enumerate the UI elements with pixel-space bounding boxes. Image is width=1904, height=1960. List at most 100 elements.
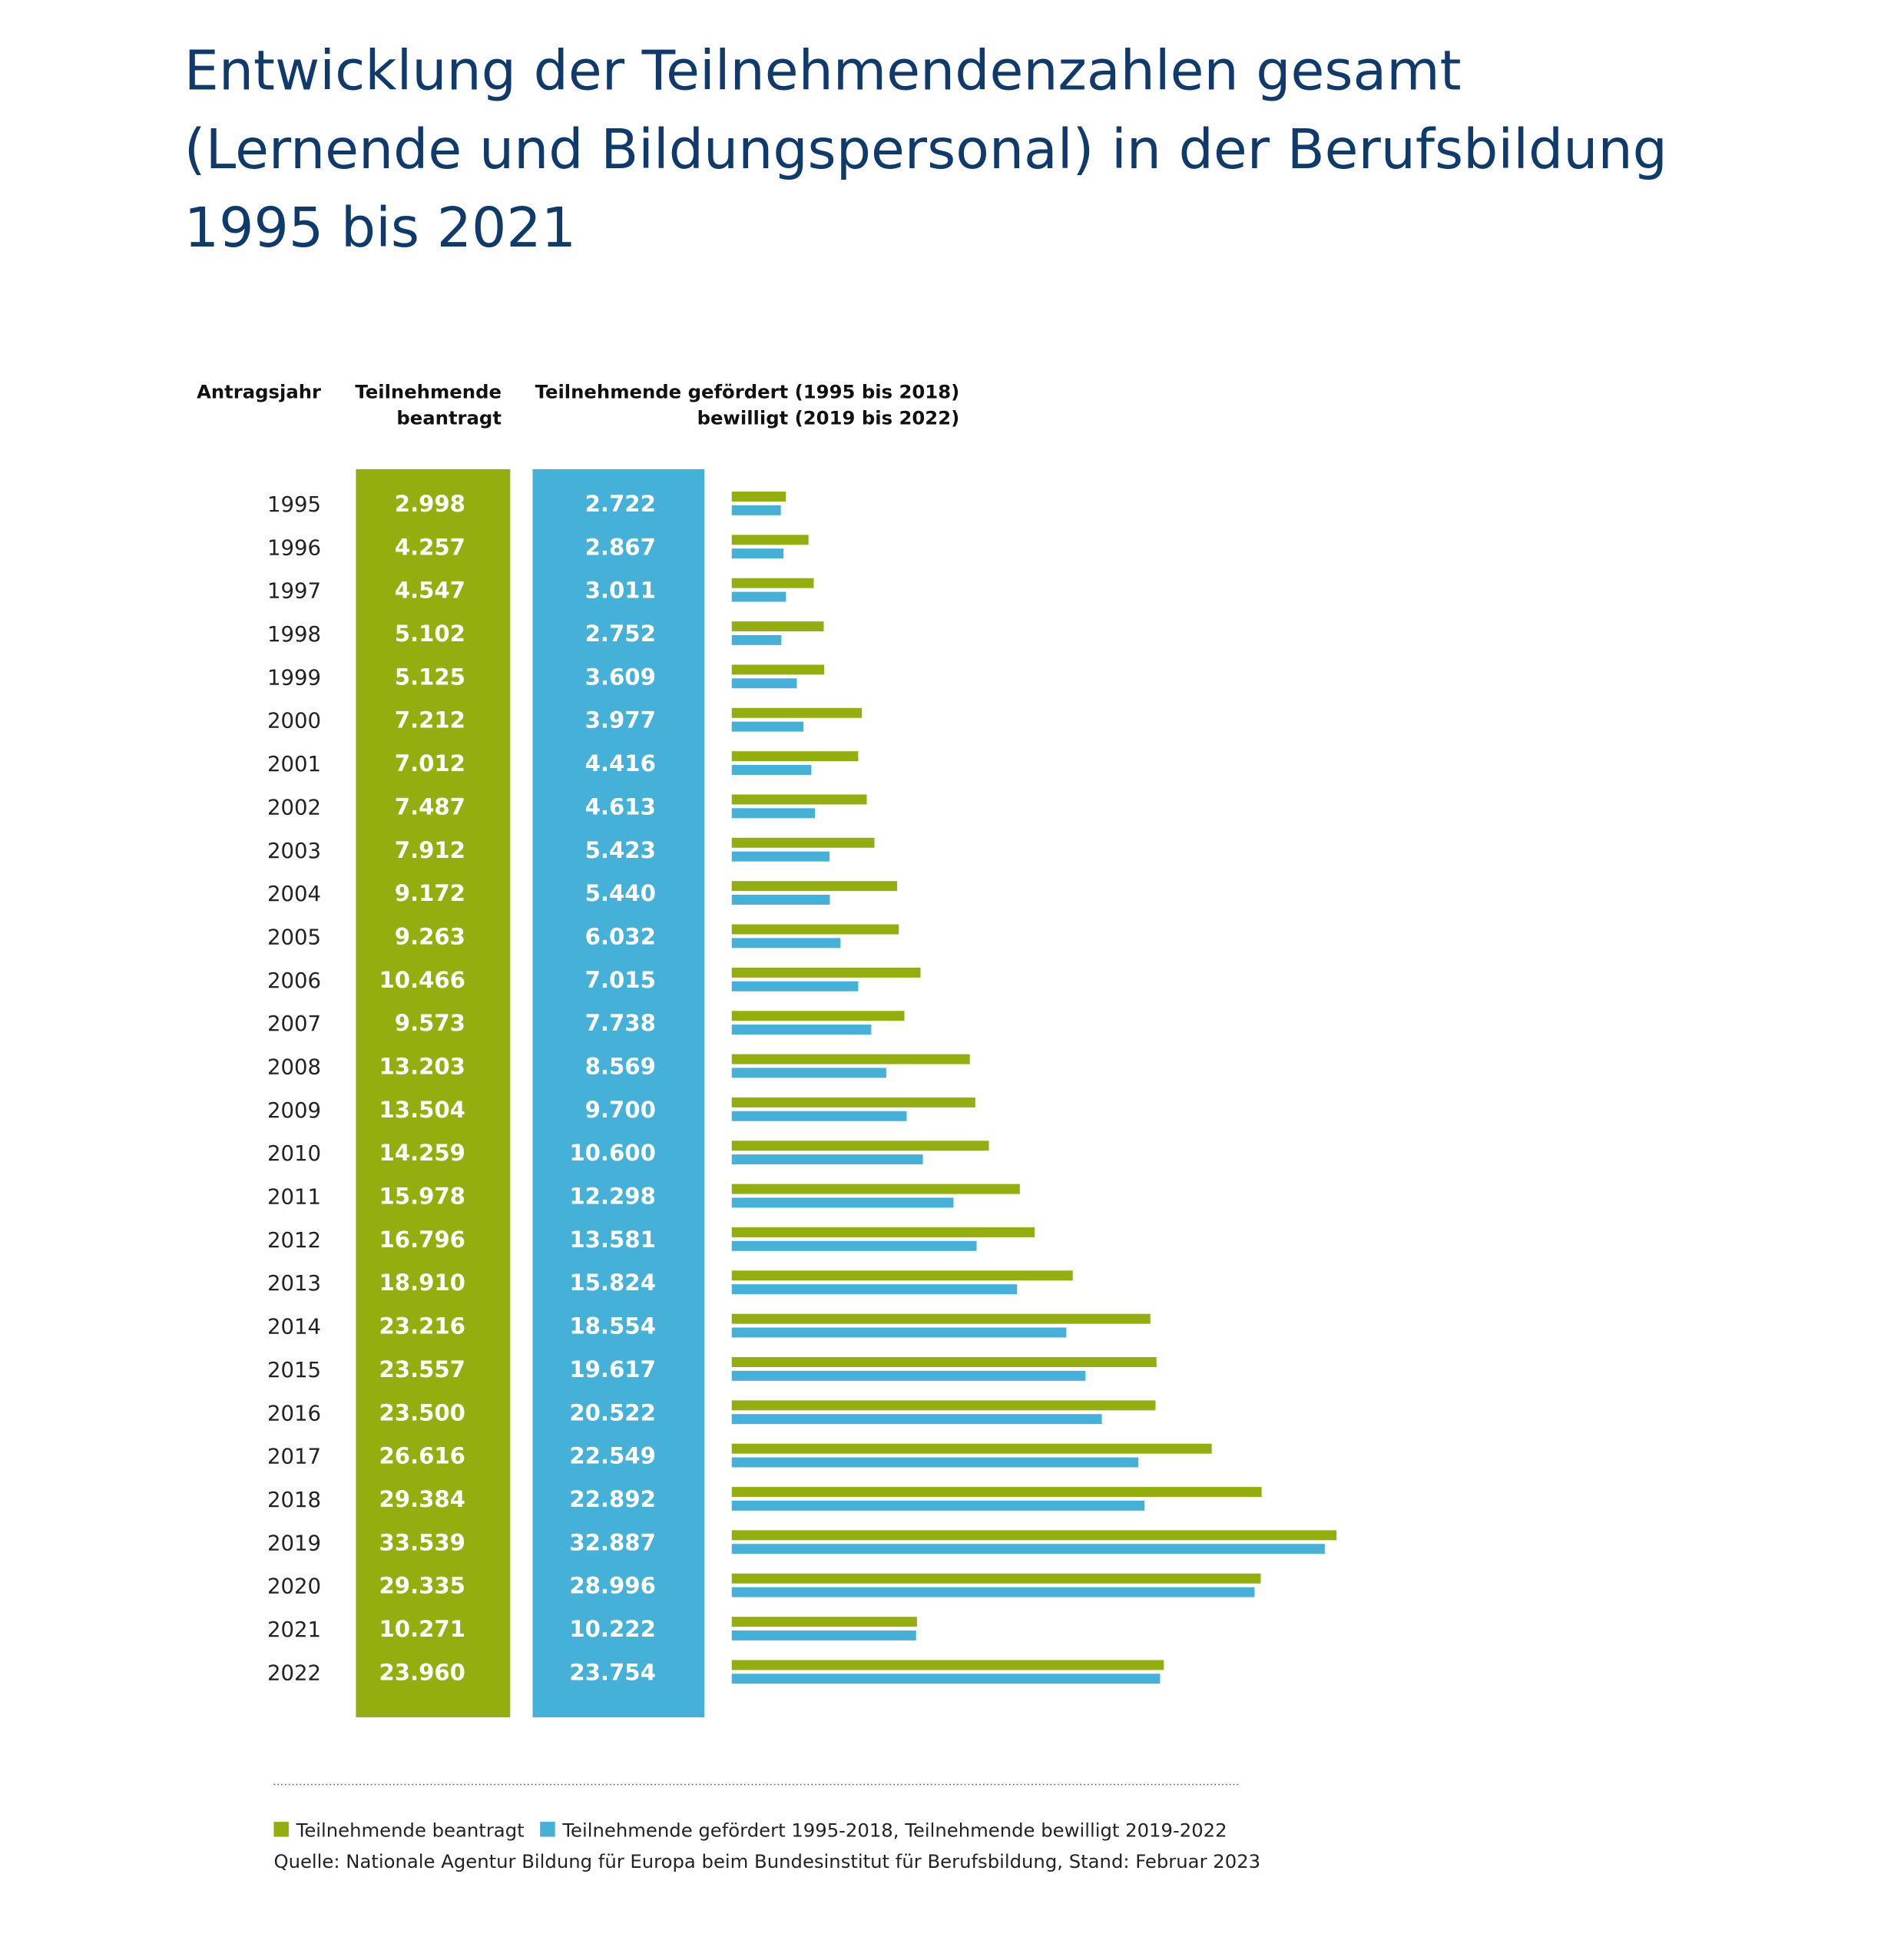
year-label: 2021 xyxy=(267,1617,321,1642)
value-label: 7.015 xyxy=(585,967,656,993)
bar xyxy=(731,535,809,545)
value-label: 20.522 xyxy=(569,1399,656,1425)
value-label: 13.504 xyxy=(379,1097,465,1123)
value-label: 9.172 xyxy=(395,880,465,906)
value-label: 2.998 xyxy=(395,491,465,517)
bar xyxy=(731,1660,1164,1670)
value-label: 5.125 xyxy=(395,664,465,690)
bar xyxy=(731,1327,1067,1338)
value-label: 10.466 xyxy=(379,967,465,993)
bar xyxy=(731,492,786,502)
bar xyxy=(731,1141,989,1151)
year-label: 2012 xyxy=(267,1228,321,1253)
value-label: 4.547 xyxy=(395,578,465,604)
value-label: 2.722 xyxy=(585,491,656,517)
value-label: 29.384 xyxy=(379,1486,465,1512)
bar xyxy=(731,664,825,675)
year-label: 2010 xyxy=(267,1141,321,1166)
bar xyxy=(731,751,859,762)
value-label: 2.752 xyxy=(585,621,656,647)
bar xyxy=(731,851,830,862)
bar xyxy=(731,1054,970,1064)
bar xyxy=(731,1284,1018,1295)
value-label: 4.613 xyxy=(585,793,656,819)
value-label: 7.487 xyxy=(395,793,465,819)
value-label: 7.012 xyxy=(395,750,465,776)
value-label: 3.977 xyxy=(585,707,656,733)
bar xyxy=(731,578,814,588)
bar xyxy=(731,1357,1157,1367)
chart-title: (Lernende und Bildungspersonal) in der B… xyxy=(184,118,1667,181)
bar xyxy=(731,881,898,892)
bar xyxy=(731,1400,1156,1411)
value-label: 9.263 xyxy=(395,923,465,949)
bar xyxy=(731,1630,916,1641)
value-label: 7.912 xyxy=(395,837,465,863)
bar xyxy=(731,1443,1212,1454)
value-label: 5.423 xyxy=(585,837,656,863)
value-label: 22.892 xyxy=(569,1486,656,1512)
value-label: 13.203 xyxy=(379,1054,465,1080)
value-label: 18.554 xyxy=(569,1313,656,1339)
bar xyxy=(731,1111,907,1121)
bar xyxy=(731,621,824,632)
bar xyxy=(731,1227,1035,1237)
bar xyxy=(731,981,859,992)
value-label: 23.557 xyxy=(379,1356,465,1382)
value-label: 15.978 xyxy=(379,1184,465,1210)
value-label: 23.754 xyxy=(569,1659,656,1685)
bar xyxy=(731,1487,1262,1498)
bar xyxy=(731,794,867,805)
bar xyxy=(731,1270,1073,1281)
bar xyxy=(731,591,786,602)
bar xyxy=(731,1025,872,1035)
column-header: beantragt xyxy=(396,407,502,429)
bar xyxy=(731,967,921,978)
column-header: Teilnehmende xyxy=(355,381,502,403)
column-background xyxy=(356,468,511,1718)
year-label: 2015 xyxy=(267,1358,321,1382)
bar xyxy=(731,1154,923,1165)
column-background xyxy=(532,468,705,1718)
year-label: 2019 xyxy=(267,1531,321,1555)
value-label: 9.700 xyxy=(585,1097,656,1123)
value-label: 13.581 xyxy=(569,1227,656,1253)
bar xyxy=(731,1500,1145,1511)
year-label: 2018 xyxy=(267,1488,321,1512)
value-label: 10.222 xyxy=(569,1616,656,1642)
chart-title: 1995 bis 2021 xyxy=(184,196,576,260)
bar xyxy=(731,1011,905,1021)
bar xyxy=(731,837,875,848)
year-label: 2013 xyxy=(267,1271,321,1296)
bar xyxy=(731,895,830,905)
bar xyxy=(731,707,863,718)
bar xyxy=(731,721,804,732)
year-label: 2008 xyxy=(267,1055,321,1080)
bar xyxy=(731,1414,1102,1425)
value-label: 6.032 xyxy=(585,923,656,949)
year-label: 2004 xyxy=(267,882,321,906)
legend-swatch xyxy=(273,1822,289,1837)
bar xyxy=(731,1617,917,1627)
value-label: 14.259 xyxy=(379,1140,465,1166)
value-label: 5.440 xyxy=(585,880,656,906)
bar xyxy=(731,1097,975,1107)
value-label: 2.867 xyxy=(585,534,656,560)
value-label: 10.271 xyxy=(379,1616,465,1642)
legend-label: Teilnehmende beantragt xyxy=(296,1819,525,1842)
bar xyxy=(731,678,797,689)
year-label: 1998 xyxy=(267,622,321,647)
value-label: 4.416 xyxy=(585,750,656,776)
value-label: 18.910 xyxy=(379,1270,465,1296)
year-label: 2009 xyxy=(267,1098,321,1123)
bar xyxy=(731,1068,886,1078)
value-label: 9.573 xyxy=(395,1010,465,1036)
year-label: 1999 xyxy=(267,665,321,690)
bar xyxy=(731,938,841,949)
value-label: 15.824 xyxy=(569,1270,656,1296)
year-label: 1995 xyxy=(267,492,321,517)
bar xyxy=(731,808,816,819)
value-label: 3.609 xyxy=(585,664,656,690)
value-label: 7.738 xyxy=(585,1010,656,1036)
legend-swatch xyxy=(540,1822,555,1837)
